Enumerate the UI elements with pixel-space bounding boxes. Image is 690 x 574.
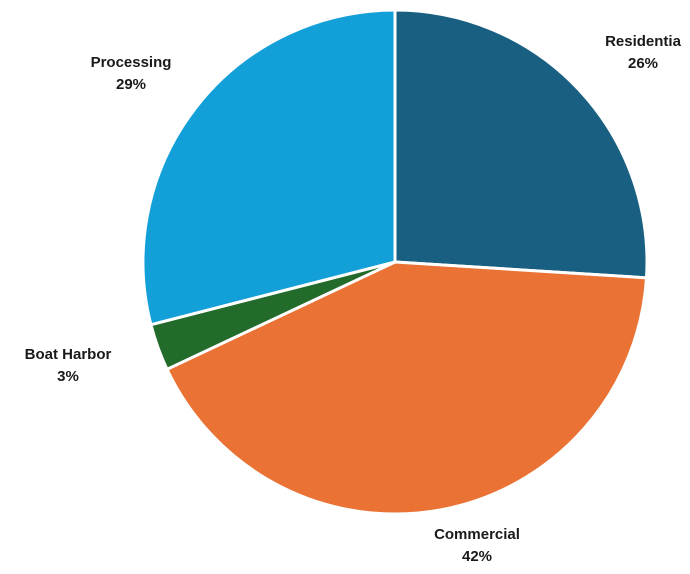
slice-value-commercial: 42%	[462, 548, 492, 565]
pie-labels: Residentia 26% Commercial 42% Boat Harbor 3% P…	[25, 33, 682, 565]
pie-slice-processing	[141, 8, 397, 327]
slice-value-boat-harbor: 3%	[57, 368, 79, 385]
slice-label-processing: Processing	[91, 54, 172, 71]
slice-label-commercial: Commercial	[434, 526, 520, 543]
slice-value-processing: 29%	[116, 76, 146, 93]
pie-slice-commercial	[165, 260, 648, 516]
slice-label-boat-harbor: Boat Harbor	[25, 346, 112, 363]
slice-label-residential: Residentia	[605, 33, 682, 50]
slice-value-residential: 26%	[628, 55, 658, 72]
pie-slices	[141, 8, 649, 516]
pie-slice-residential	[393, 8, 649, 280]
